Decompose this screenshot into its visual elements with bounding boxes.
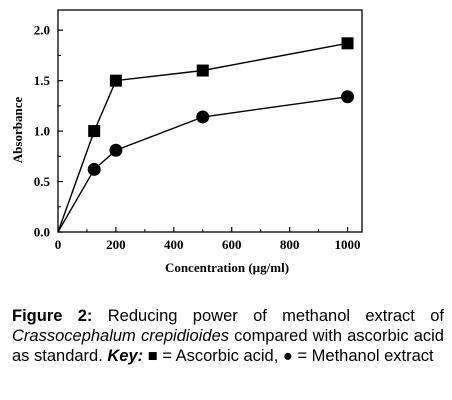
x-tick-label: 800: [280, 237, 300, 252]
y-tick-label: 0.5: [34, 174, 51, 189]
data-point-circle: [196, 110, 210, 124]
x-tick-label: 600: [222, 237, 242, 252]
reducing-power-chart: 0 200 400 600 800 1000 0.0 0.5 1.0 1.5 2.0 Concent…: [10, 9, 363, 275]
caption-text-1: Reducing power of methanol extract of: [92, 307, 444, 325]
y-tick-label: 2.0: [34, 23, 50, 38]
x-tick-label: 200: [106, 237, 126, 252]
y-axis-label: Absorbance: [10, 97, 25, 164]
x-tick-label: 1000: [335, 237, 361, 252]
y-tick-label: 1.5: [34, 73, 51, 88]
data-point-square: [341, 37, 354, 50]
species-name: Crassocephalum crepidioides: [12, 327, 229, 345]
data-point-circle: [109, 143, 123, 157]
key-label: Key:: [107, 347, 144, 365]
series-square: [57, 37, 354, 233]
figure-caption: Figure 2: Reducing power of methanol ext…: [12, 306, 444, 366]
series-layer: [57, 37, 355, 233]
data-point-circle: [341, 90, 355, 104]
key-text: ■ = Ascorbic acid, ● = Methanol extract: [143, 347, 434, 365]
series-circle: [57, 90, 355, 233]
y-tick-label: 0.0: [34, 225, 50, 240]
x-tick-label: 400: [164, 237, 184, 252]
y-tick-label: 1.0: [34, 124, 50, 139]
data-point-square: [109, 74, 122, 87]
x-axis-label: Concentration (µg/ml): [165, 260, 289, 275]
figure-label: Figure 2:: [12, 307, 93, 325]
data-point-square: [196, 64, 209, 77]
plot-frame: [57, 9, 363, 233]
ticks: 0 200 400 600 800 1000 0.0 0.5 1.0 1.5 2.0: [34, 23, 361, 252]
x-tick-label: 0: [55, 237, 62, 252]
data-point-circle: [87, 162, 101, 176]
caption-text-2: compared with ascorbic acid as standard.: [12, 327, 444, 365]
axes: [57, 9, 363, 233]
data-point-square: [88, 125, 101, 138]
